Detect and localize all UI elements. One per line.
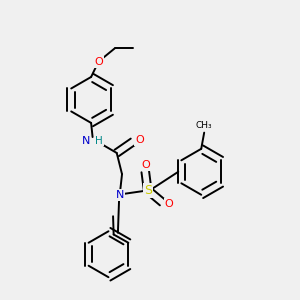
Text: CH₃: CH₃ xyxy=(196,122,212,130)
Text: S: S xyxy=(144,184,152,196)
Text: O: O xyxy=(164,199,173,209)
Text: N: N xyxy=(116,190,124,200)
Text: O: O xyxy=(135,135,144,145)
Text: H: H xyxy=(95,136,103,146)
Text: N: N xyxy=(82,136,90,146)
Text: O: O xyxy=(94,57,103,67)
Text: O: O xyxy=(141,160,150,170)
